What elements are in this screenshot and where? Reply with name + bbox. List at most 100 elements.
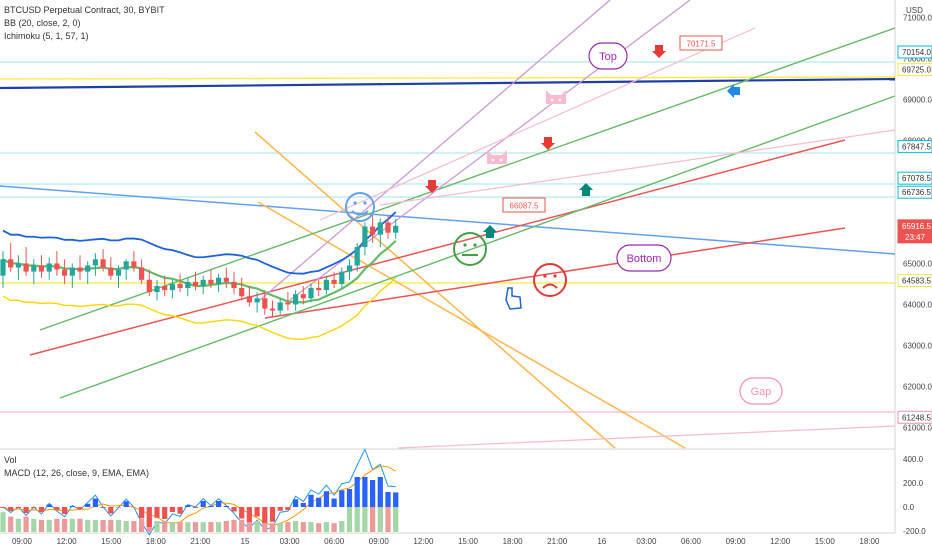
macd-histogram-bar [77,507,83,509]
macd-histogram-bar [393,492,399,507]
price-tick-label: 70000.0 [903,54,932,63]
bb-basis-line [2,239,397,304]
candle-body [38,265,45,272]
top-callout-bubble [588,42,628,70]
volume-bar [385,494,391,532]
currency-label: USD [906,6,923,15]
volume-bar [370,491,376,532]
price-tag [897,219,932,244]
candle-body [393,225,399,233]
volume-bar [331,523,337,532]
macd-histogram-bar [177,507,183,514]
trend-line [264,227,846,319]
price-tag [897,140,932,154]
sad-face-icon-eye [553,274,557,278]
price-tick-label: 62000.0 [903,382,932,391]
macd-histogram-bar [146,507,152,527]
macd-histogram-bar [300,503,306,507]
trend-line [0,77,896,90]
candle-body [231,281,237,289]
price-tag [897,45,932,59]
gap-callout-bubble [739,377,783,405]
candle-body [208,279,214,284]
local-high-note-text: 66087.5 [510,202,539,211]
cat-sticker-icon [487,150,507,164]
macd-histogram-bar [293,499,299,507]
macd-histogram-bar [54,507,60,510]
volume-bar [285,522,291,532]
candle-body [162,285,168,291]
time-tick-label: 12:00 [57,537,78,546]
volume-bar [277,523,283,532]
candle-body [262,298,268,309]
candle-body [308,288,314,299]
macd-histogram-bar [108,507,114,514]
smiley-icon-eye [363,201,367,205]
volume-bar [169,522,175,532]
volume-bar [100,519,106,532]
candlestick-series [0,214,399,317]
candle-body [85,265,91,272]
macd-histogram-bar [362,477,368,507]
volume-bar [62,518,68,532]
candle-body [316,288,322,291]
volume-bar [8,516,14,532]
macd-histogram-bar [216,501,222,507]
volume-bar [269,523,276,532]
arrow-up-icon [579,183,593,196]
candle-body [223,277,229,282]
bb-legend[interactable]: BB (20, close, 2, 0) [4,18,81,28]
volume-bar [262,518,268,532]
candle-body [139,267,145,280]
smiley-icon-eye [353,201,357,205]
candle-body [123,261,129,270]
volume-bar [393,496,399,532]
indicator-lines [2,211,397,536]
price-tag [897,274,932,288]
volume-bar [108,519,114,532]
price-axis[interactable]: 71000.070000.069000.068000.067000.066000… [897,6,932,536]
candle-body [331,279,337,284]
macd-histogram-bar [246,507,252,522]
candle-body [115,269,122,276]
time-tick-label: 16 [597,537,606,546]
price-tag [897,171,932,185]
price-tag-label: 61248.5 [902,413,931,422]
bb-lower-band [2,277,397,341]
candle-body [69,267,75,276]
sad-face-icon [533,263,567,297]
candle-body [385,222,391,233]
ichimoku-legend[interactable]: Ichimoku (5, 1, 57, 1) [4,31,89,41]
candle-body [100,259,106,268]
volume-bar [69,518,75,532]
candle-body [200,279,206,286]
arrow-down-icon [425,180,439,193]
macd-histogram-bar [308,494,314,507]
volume-bar [46,519,52,532]
trend-line [0,76,896,80]
time-tick-label: 06:00 [324,537,345,546]
time-tick-label: 21:00 [547,537,568,546]
price-tick-label: 64000.0 [903,300,932,309]
neutral-face-icon-eye [463,243,467,247]
macd-histogram-bar [231,507,237,512]
macd-histogram-bar [354,477,360,507]
volume-bar [77,518,83,532]
macd-line [2,448,396,536]
smiley-mouth [351,210,369,216]
candle-body [92,259,98,266]
time-axis[interactable]: 09:00 12:00 15:00 18:00 21:00 15 03:00 06:00 09:… [12,537,880,546]
volume-bar [162,521,168,532]
macd-legend[interactable]: MACD (12, 26, close, 9, EMA, EMA) [4,468,150,478]
macd-histogram-bar [154,507,160,518]
time-tick-label: 15 [241,537,250,546]
time-tick-label: 12:00 [770,537,791,546]
vol-legend[interactable]: Vol [4,455,17,465]
candle-body [354,247,360,266]
symbol-legend[interactable]: BTCUSD Perpetual Contract, 30, BYBIT [4,5,165,15]
trend-line [319,27,756,221]
trend-line [29,139,846,356]
macd-histogram-bar [316,497,322,507]
macd-histogram-bar [208,506,214,507]
